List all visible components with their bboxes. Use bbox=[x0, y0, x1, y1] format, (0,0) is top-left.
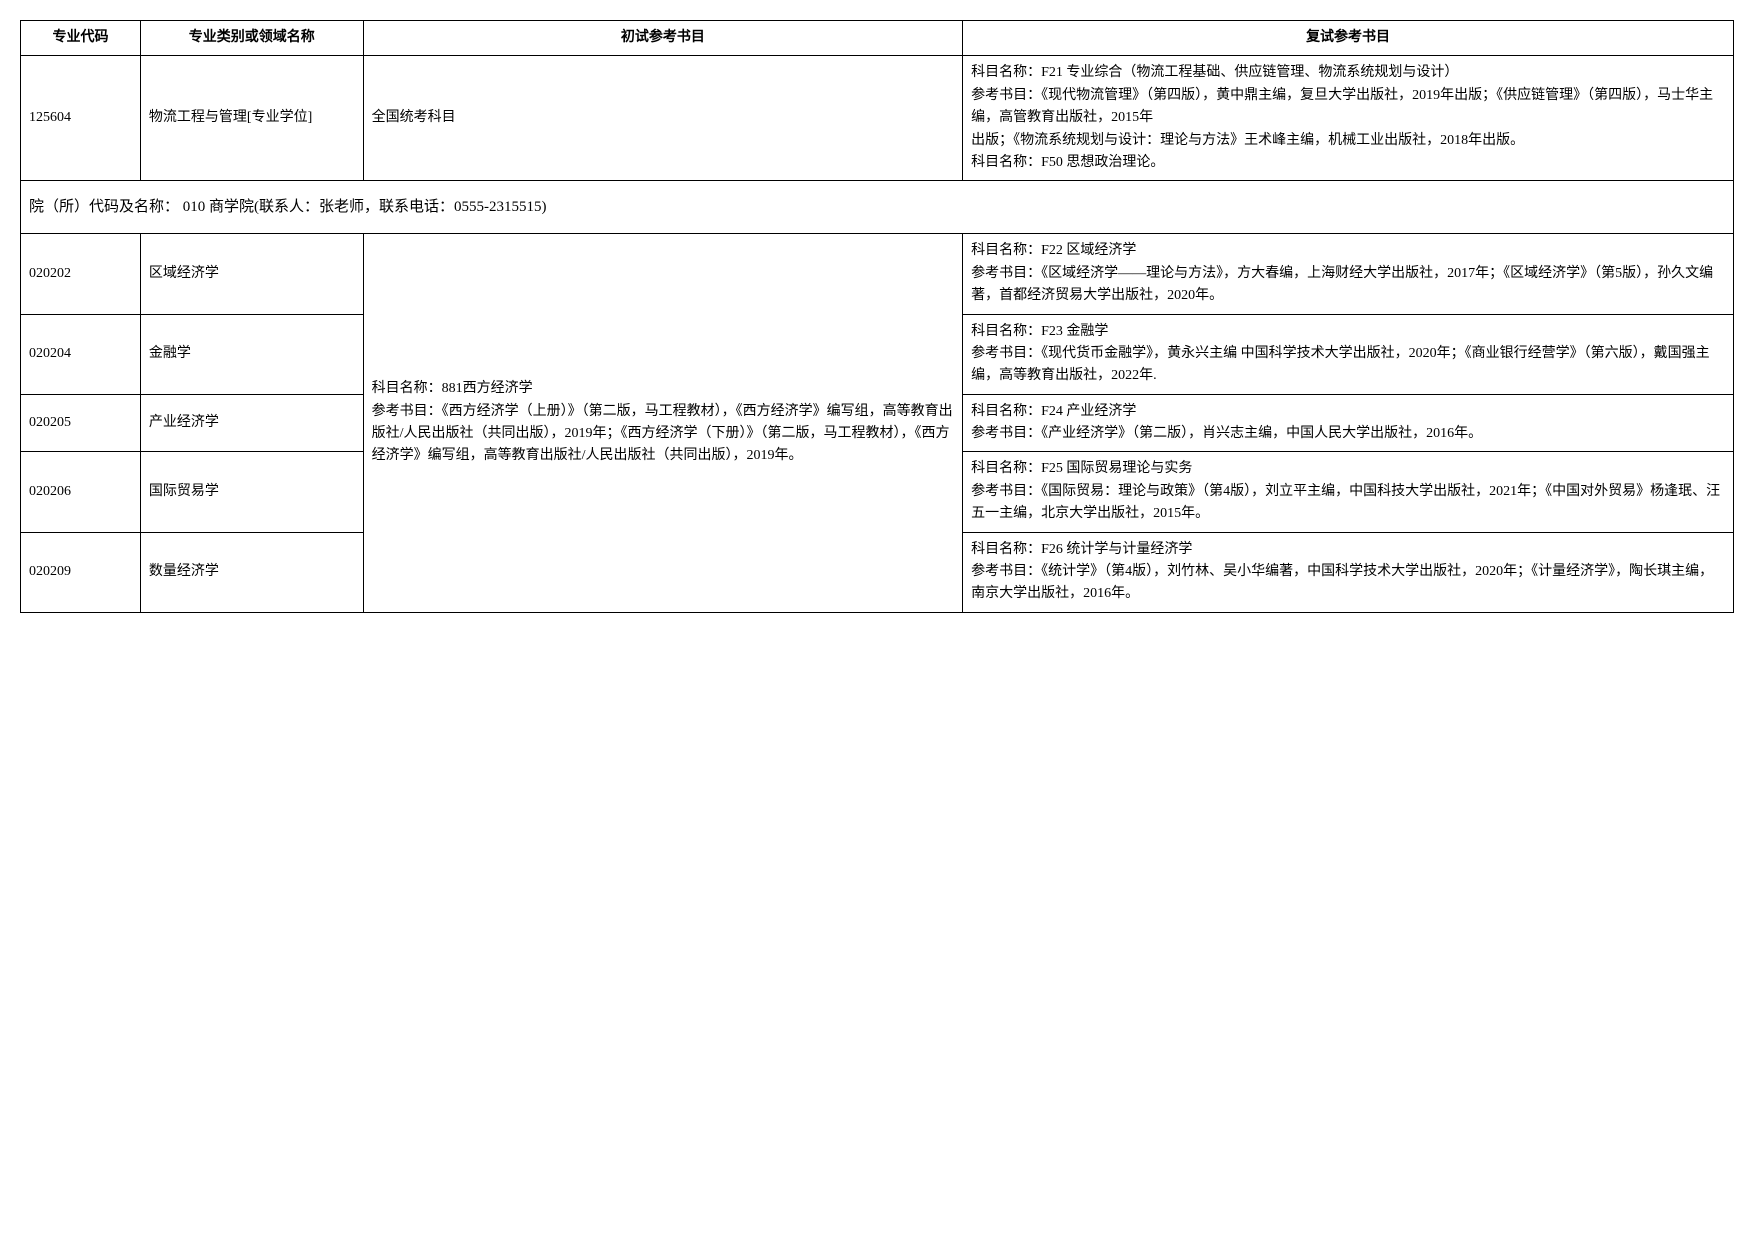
cell-name: 数量经济学 bbox=[140, 532, 363, 612]
cell-retest: 科目名称：F26 统计学与计量经济学 参考书目：《统计学》（第4版），刘竹林、吴… bbox=[963, 532, 1734, 612]
cell-init-shared: 科目名称：881西方经济学 参考书目：《西方经济学（上册）》（第二版，马工程教材… bbox=[363, 234, 963, 612]
cell-retest: 科目名称：F24 产业经济学 参考书目：《产业经济学》（第二版），肖兴志主编，中… bbox=[963, 394, 1734, 452]
cell-name: 产业经济学 bbox=[140, 394, 363, 452]
cell-retest: 科目名称：F21 专业综合（物流工程基础、供应链管理、物流系统规划与设计） 参考… bbox=[963, 56, 1734, 181]
table-header-row: 专业代码 专业类别或领域名称 初试参考书目 复试参考书目 bbox=[21, 21, 1734, 56]
cell-name: 区域经济学 bbox=[140, 234, 363, 314]
cell-name: 物流工程与管理[专业学位] bbox=[140, 56, 363, 181]
header-code: 专业代码 bbox=[21, 21, 141, 56]
section-title: 院（所）代码及名称： 010 商学院(联系人：张老师，联系电话：0555-231… bbox=[21, 181, 1734, 234]
cell-retest: 科目名称：F22 区域经济学 参考书目：《区域经济学——理论与方法》，方大春编，… bbox=[963, 234, 1734, 314]
cell-name: 国际贸易学 bbox=[140, 452, 363, 532]
header-retest: 复试参考书目 bbox=[963, 21, 1734, 56]
header-init: 初试参考书目 bbox=[363, 21, 963, 56]
cell-code: 125604 bbox=[21, 56, 141, 181]
table-row: 125604 物流工程与管理[专业学位] 全国统考科目 科目名称：F21 专业综… bbox=[21, 56, 1734, 181]
cell-code: 020205 bbox=[21, 394, 141, 452]
cell-code: 020204 bbox=[21, 314, 141, 394]
header-name: 专业类别或领域名称 bbox=[140, 21, 363, 56]
section-row: 院（所）代码及名称： 010 商学院(联系人：张老师，联系电话：0555-231… bbox=[21, 181, 1734, 234]
cell-retest: 科目名称：F23 金融学 参考书目：《现代货币金融学》，黄永兴主编 中国科学技术… bbox=[963, 314, 1734, 394]
cell-code: 020209 bbox=[21, 532, 141, 612]
cell-init: 全国统考科目 bbox=[363, 56, 963, 181]
table-row: 020202 区域经济学 科目名称：881西方经济学 参考书目：《西方经济学（上… bbox=[21, 234, 1734, 314]
cell-name: 金融学 bbox=[140, 314, 363, 394]
reference-books-table: 专业代码 专业类别或领域名称 初试参考书目 复试参考书目 125604 物流工程… bbox=[20, 20, 1734, 613]
cell-code: 020202 bbox=[21, 234, 141, 314]
cell-code: 020206 bbox=[21, 452, 141, 532]
cell-retest: 科目名称：F25 国际贸易理论与实务 参考书目：《国际贸易：理论与政策》（第4版… bbox=[963, 452, 1734, 532]
